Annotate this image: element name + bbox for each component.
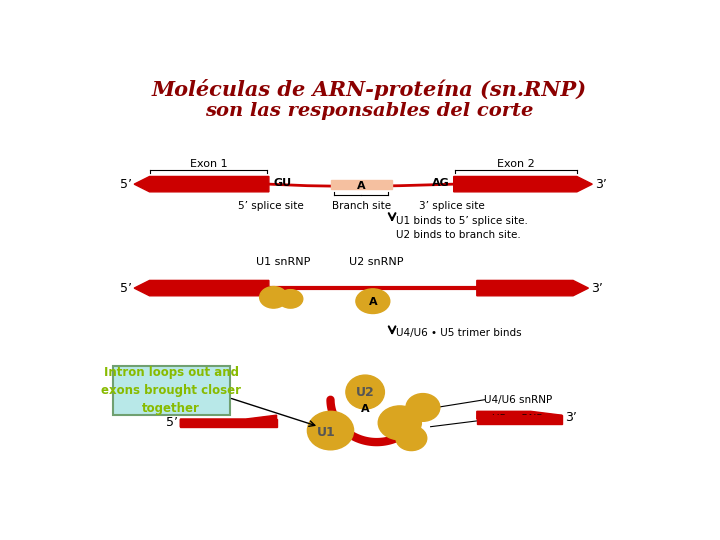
Text: Moléculas de ARN-proteína (sn.RNP): Moléculas de ARN-proteína (sn.RNP) [151,79,587,100]
Polygon shape [180,415,276,427]
Ellipse shape [396,426,427,450]
Text: A: A [357,181,366,191]
Ellipse shape [307,411,354,450]
Ellipse shape [406,394,440,421]
FancyBboxPatch shape [112,366,230,415]
Text: Branch site: Branch site [332,201,391,211]
Text: 3’ splice site: 3’ splice site [419,201,485,211]
Text: U2 snRNP: U2 snRNP [349,256,404,267]
Polygon shape [180,419,276,427]
Text: 3’: 3’ [595,178,606,191]
Ellipse shape [278,289,303,308]
Text: A: A [361,404,369,414]
Text: U4/U6 • U5 trimer binds: U4/U6 • U5 trimer binds [396,328,521,338]
Text: 5’ splice site: 5’ splice site [238,201,303,211]
Text: son las responsables del corte: son las responsables del corte [204,102,534,120]
Polygon shape [477,411,562,423]
Text: U1 snRNP: U1 snRNP [256,256,310,267]
Text: Exon 1: Exon 1 [189,159,228,168]
Text: U1: U1 [318,426,336,438]
Ellipse shape [356,289,390,314]
Text: U4/U6 snRNP: U4/U6 snRNP [485,395,553,405]
Text: AG: AG [432,178,450,188]
Text: U2: U2 [356,386,374,399]
Text: GU: GU [274,178,292,188]
Polygon shape [330,179,392,189]
Polygon shape [477,280,588,296]
Text: 5’: 5’ [120,178,132,191]
Text: A: A [369,297,377,307]
Text: U1 binds to 5’ splice site.
U2 binds to branch site.: U1 binds to 5’ splice site. U2 binds to … [396,215,528,240]
Text: 5’: 5’ [166,416,178,429]
Polygon shape [134,280,269,296]
Text: 3’: 3’ [590,281,603,295]
Polygon shape [134,177,269,192]
Text: Exon 2: Exon 2 [498,159,535,168]
Text: 3’: 3’ [565,411,577,424]
Text: U5 snRNP: U5 snRNP [492,414,543,424]
Ellipse shape [260,287,287,308]
Text: Intron loops out and
exons brought closer
together: Intron loops out and exons brought close… [101,366,241,415]
Polygon shape [454,177,593,192]
Ellipse shape [378,406,421,440]
Text: 5’: 5’ [120,281,132,295]
Polygon shape [477,415,562,424]
Ellipse shape [346,375,384,409]
